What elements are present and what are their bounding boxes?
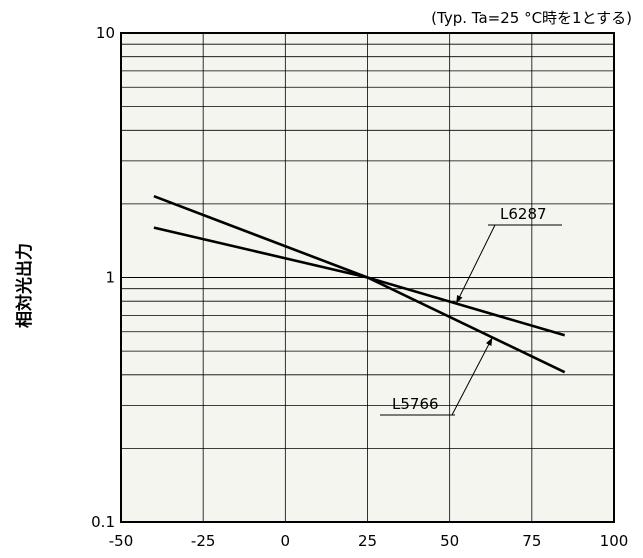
y-tick-label: 1 — [105, 269, 115, 287]
series-lines — [153, 194, 566, 374]
y-tick-label: 10 — [96, 24, 115, 42]
grid — [121, 33, 614, 522]
x-tick-labels: -50 -25 0 25 50 75 100 — [109, 532, 629, 550]
y-axis-label: 相対光出力 — [14, 243, 35, 328]
annotation-arrowhead-l5766 — [486, 337, 493, 346]
x-tick-label: 75 — [522, 532, 541, 550]
annotation-leader-l6287 — [455, 224, 496, 304]
x-tick-label: 100 — [600, 532, 629, 550]
x-tick-label: 25 — [358, 532, 377, 550]
series-label-l6287: L6287 — [500, 205, 547, 223]
x-tick-label: -50 — [109, 532, 134, 550]
series-label-l5766: L5766 — [392, 395, 439, 413]
plot-frame — [120, 32, 615, 523]
y-tick-labels: 0.1 1 10 — [91, 24, 115, 531]
x-tick-label: 50 — [440, 532, 459, 550]
series-line-l5766 — [153, 194, 566, 374]
chart-note: (Typ. Ta=25 °C時を1とする) — [431, 9, 632, 27]
x-tick-label: 0 — [281, 532, 291, 550]
annotation-arrowhead-l6287 — [456, 295, 463, 304]
y-tick-label: 0.1 — [91, 513, 115, 531]
x-tick-label: -25 — [191, 532, 216, 550]
series-annotations: L6287 L5766 — [380, 205, 562, 416]
annotation-leader-l5766 — [451, 337, 493, 416]
